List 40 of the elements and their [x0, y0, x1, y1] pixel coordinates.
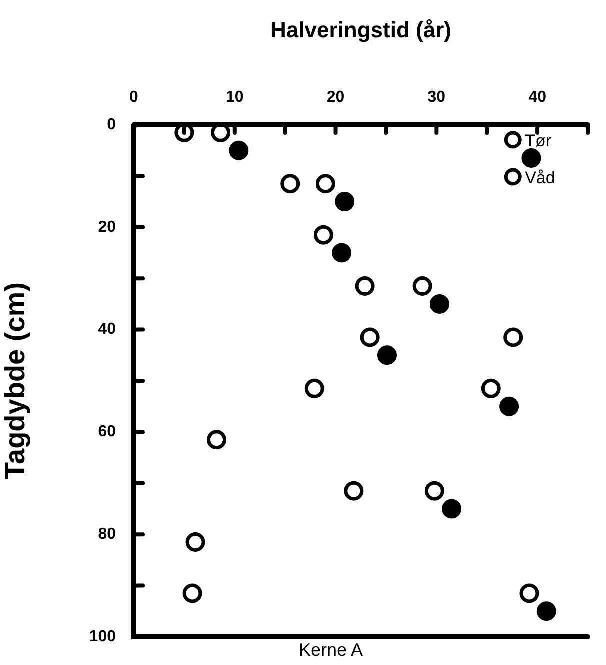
point [344, 481, 364, 501]
y-tick-label: 60 [98, 424, 116, 441]
y-tick-label: 80 [98, 526, 116, 544]
legend-label: Våd [525, 168, 556, 188]
point [186, 532, 206, 552]
text: Kerne A [298, 640, 364, 660]
point [504, 328, 524, 348]
point [355, 276, 375, 296]
point [206, 430, 226, 450]
point [442, 499, 462, 519]
point [280, 174, 300, 194]
point [424, 481, 444, 501]
y-tick-label: 40 [98, 321, 116, 338]
point [481, 378, 501, 398]
x-tick-label: 0 [130, 88, 139, 106]
x-tick-label: 40 [528, 88, 547, 106]
point [304, 378, 324, 398]
point [332, 243, 352, 263]
point [430, 294, 450, 314]
point [316, 174, 336, 194]
x-tick-label: 10 [226, 88, 244, 106]
x-tick-label: 20 [326, 88, 345, 106]
point [412, 276, 432, 296]
point [360, 328, 380, 348]
y-tick-label: 0 [107, 116, 116, 134]
point [520, 584, 540, 604]
legend-label: Tør [525, 132, 552, 151]
point [522, 148, 542, 168]
point [229, 140, 249, 160]
y-axis-title: Tagdybde (cm) [0, 282, 31, 480]
point [377, 346, 397, 366]
point [314, 225, 334, 245]
x-axis-title: Halveringstid (år) [270, 17, 452, 42]
point [536, 602, 556, 622]
y-tick-label: 100 [89, 628, 116, 646]
y-tick-label: 20 [98, 218, 116, 236]
x-tick-label: 30 [428, 88, 446, 106]
point [182, 584, 202, 604]
point [335, 192, 355, 212]
point [500, 396, 520, 416]
